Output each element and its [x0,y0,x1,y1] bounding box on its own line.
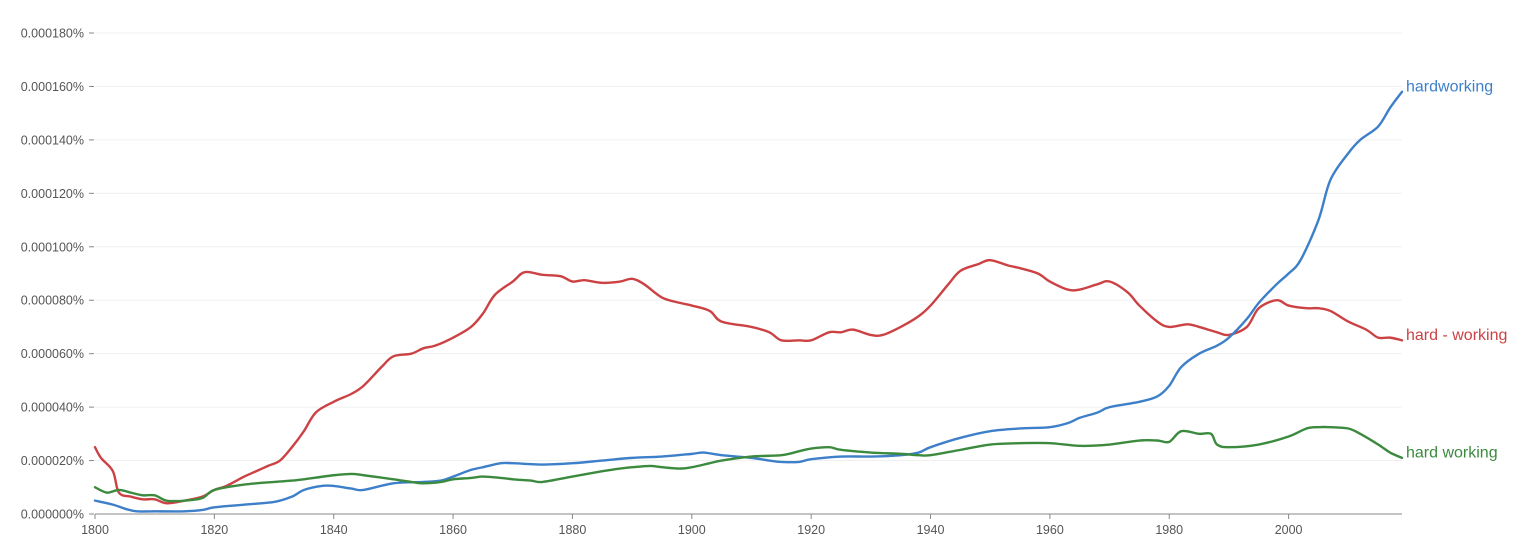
y-tick-label: 0.000020% [21,454,84,468]
y-tick-label: 0.000120% [21,187,84,201]
x-tick-label: 1800 [81,523,109,537]
axis-layer: 0.000000% 0.000020% 0.000040% 0.000060% 0.00… [21,27,1402,537]
series-line-hardworking [93,90,1404,513]
x-tick-label: 1880 [559,523,587,537]
x-tick-label: 1940 [917,523,945,537]
y-tick-label: 0.000180% [21,27,84,41]
x-tick-label: 1820 [200,523,228,537]
label-layer: hardworking hard - working hard working [1406,78,1507,461]
x-tick-label: 1960 [1036,523,1064,537]
x-tick-label: 1840 [320,523,348,537]
x-tick-label: 1900 [678,523,706,537]
grid-layer [95,32,1402,462]
x-tick-label: 1860 [439,523,467,537]
y-tick-label: 0.000080% [21,294,84,308]
x-tick-label: 1920 [797,523,825,537]
series-label-hard-working[interactable]: hard - working [1406,327,1507,344]
x-tick-label: 2000 [1275,523,1303,537]
y-tick-label: 0.000060% [21,347,84,361]
y-tick-label: 0.000100% [21,240,84,254]
x-tick-label: 1980 [1155,523,1183,537]
series-label-hardworking[interactable]: hardworking [1406,78,1493,95]
series-line-hard-working [93,425,1404,503]
series-line-hard-working [93,258,1404,505]
y-tick-label: 0.000040% [21,401,84,415]
y-tick-label: 0.000000% [21,508,84,522]
y-tick-label: 0.000140% [21,133,84,147]
series-layer [93,90,1404,513]
series-label-hard-working[interactable]: hard working [1406,444,1498,461]
y-tick-label: 0.000160% [21,80,84,94]
